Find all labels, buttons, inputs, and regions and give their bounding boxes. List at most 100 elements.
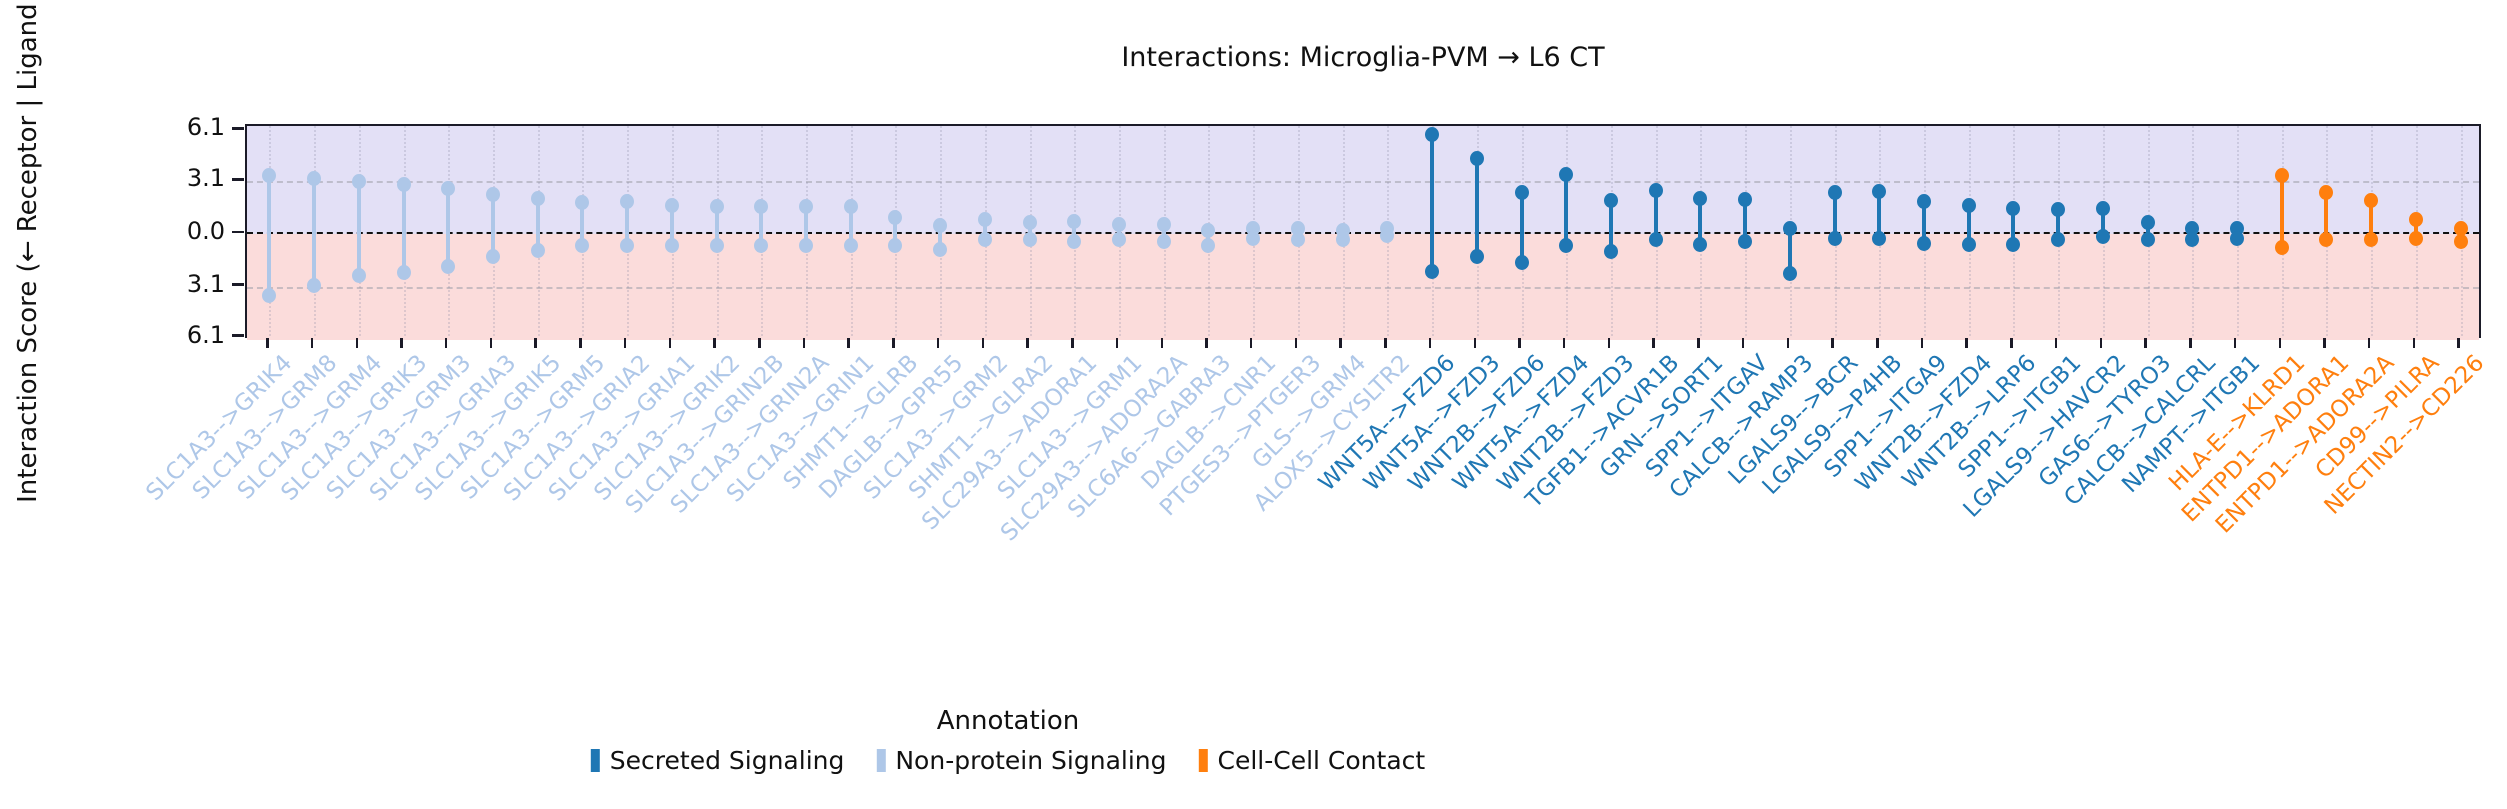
receptor-dot (2453, 234, 2468, 250)
x-tick-mark (936, 338, 940, 348)
ligand-dot (1693, 190, 1708, 206)
ligand-dot (307, 171, 322, 187)
ligand-dot (1112, 217, 1127, 233)
ligand-dot (441, 180, 456, 196)
ligand-dot (1469, 150, 1484, 166)
legend-item-label: Cell-Cell Contact (1217, 746, 1426, 775)
x-tick-mark (758, 338, 761, 348)
receptor-dot (664, 237, 679, 253)
x-tick-mark (2278, 338, 2281, 348)
legend-item: Non-protein Signaling (876, 746, 1167, 775)
x-tick-mark (1831, 338, 1834, 348)
receptor-dot (262, 287, 277, 303)
ligand-dot (1782, 221, 1797, 237)
zero-line (247, 232, 2479, 234)
receptor-dot (2095, 229, 2110, 245)
ligand-dot (1961, 198, 1976, 214)
receptor-dot (1514, 255, 1529, 271)
ligand-dot (933, 218, 948, 233)
x-tick-mark (2144, 338, 2147, 348)
ligand-dot (1425, 127, 1440, 143)
stem-line (1161, 224, 1166, 242)
ligand-dot (2095, 201, 2110, 216)
x-tick-mark (444, 338, 448, 348)
x-tick-mark (1786, 338, 1790, 348)
legend: Annotation Secreted Signaling Non-protein… (590, 706, 1426, 775)
x-tick-mark (2367, 338, 2371, 348)
ligand-dot (1514, 184, 1529, 200)
x-tick-mark (1518, 338, 1521, 348)
y-tick-label: 6.1 (186, 320, 225, 349)
receptor-dot (351, 268, 366, 284)
y-tick-label: 6.1 (186, 113, 225, 142)
receptor-dot (843, 237, 858, 253)
ligand-dot (1648, 183, 1663, 199)
receptor-dot (1469, 248, 1484, 264)
receptor-dot (2230, 230, 2245, 246)
x-tick-mark (1428, 338, 1432, 348)
legend-item-label: Non-protein Signaling (895, 746, 1167, 775)
stem-line (1966, 205, 1971, 245)
ligand-dot (1022, 214, 1037, 230)
x-tick-mark (847, 338, 850, 348)
ligand-dot (709, 199, 724, 215)
x-tick-mark (1294, 338, 1298, 348)
y-tick-label: 0.0 (186, 217, 225, 245)
x-tick-mark (534, 338, 537, 348)
receptor-dot (2140, 232, 2155, 248)
x-tick-mark (266, 338, 269, 348)
receptor-dot (1827, 230, 1842, 246)
ligand-dot (1738, 191, 1753, 207)
stem-line (535, 198, 540, 251)
receptor-dot (1067, 234, 1082, 250)
x-tick-mark (1876, 338, 1879, 348)
x-tick-mark (981, 338, 985, 348)
ligand-dot (2364, 192, 2379, 208)
x-tick-mark (668, 338, 672, 348)
receptor-dot (2319, 232, 2334, 248)
receptor-dot (1335, 231, 1350, 247)
x-tick-mark (1473, 338, 1477, 348)
ligand-dot (530, 190, 545, 206)
receptor-dot (530, 242, 545, 258)
legend-item-label: Secreted Signaling (609, 746, 845, 775)
receptor-dot (441, 258, 456, 274)
stem-line (1743, 199, 1748, 242)
receptor-dot (620, 237, 635, 253)
receptor-dot (1201, 238, 1216, 254)
x-tick-mark (2189, 338, 2192, 348)
ligand-dot (620, 194, 635, 210)
x-tick-mark (713, 338, 716, 348)
receptor-dot (1156, 234, 1171, 250)
x-tick-mark (1697, 338, 1700, 348)
x-tick-mark (1115, 338, 1119, 348)
legend-item: Cell-Cell Contact (1198, 746, 1426, 775)
receptor-dot (888, 237, 903, 253)
x-tick-mark (892, 338, 895, 348)
receptor-dot (1961, 236, 1976, 252)
ligand-dot (1603, 192, 1618, 208)
ligand-dot (1917, 194, 1931, 210)
receptor-dot (754, 237, 769, 253)
stem-line (356, 181, 361, 276)
x-tick-mark (1071, 338, 1074, 348)
ligand-dot (2274, 167, 2289, 183)
stem-line (1787, 228, 1792, 274)
ligand-dot (843, 199, 858, 215)
receptor-dot (2051, 232, 2066, 248)
x-tick-mark (1920, 338, 1924, 348)
receptor-dot (799, 237, 813, 253)
receptor-dot (2408, 230, 2423, 246)
receptor-dot (1872, 230, 1887, 246)
receptor-dot (1112, 232, 1127, 248)
ligand-dot (1156, 217, 1171, 233)
stem-line (2279, 175, 2284, 248)
stem-line (982, 219, 987, 240)
ligand-dot (1559, 167, 1574, 182)
x-tick-mark (1965, 338, 1968, 348)
ligand-dot (1067, 213, 1082, 229)
stem-line (804, 206, 808, 246)
x-tick-mark (1249, 338, 1253, 348)
stem-line (312, 178, 317, 285)
x-tick-mark (2099, 338, 2103, 348)
